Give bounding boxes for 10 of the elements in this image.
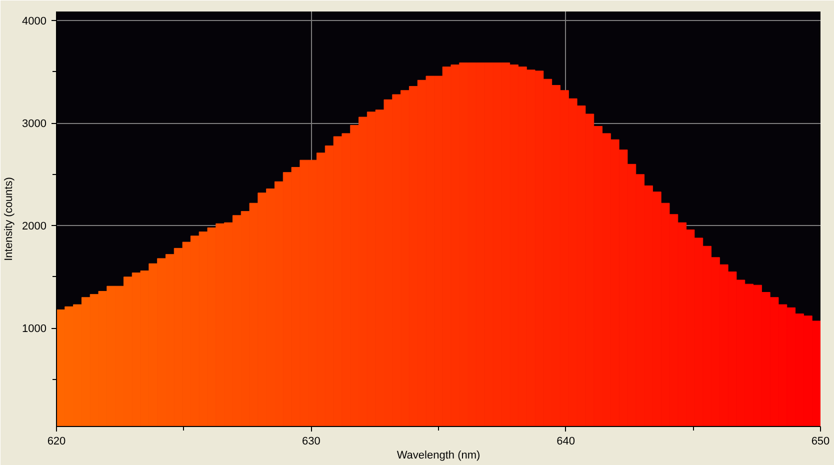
y-tick-label: 1000 xyxy=(22,323,47,336)
x-tick-label: 640 xyxy=(556,436,576,448)
y-tick-label: 4000 xyxy=(22,16,47,28)
x-tick-label: 650 xyxy=(811,436,830,448)
y-axis-title: Intensity (counts) xyxy=(3,177,16,261)
x-tick-label: 630 xyxy=(302,436,320,448)
y-tick-label: 3000 xyxy=(22,118,47,130)
x-tick-label: 620 xyxy=(47,436,66,448)
x-axis-title: Wavelength (nm) xyxy=(396,450,480,462)
y-tick-label: 2000 xyxy=(22,220,47,233)
